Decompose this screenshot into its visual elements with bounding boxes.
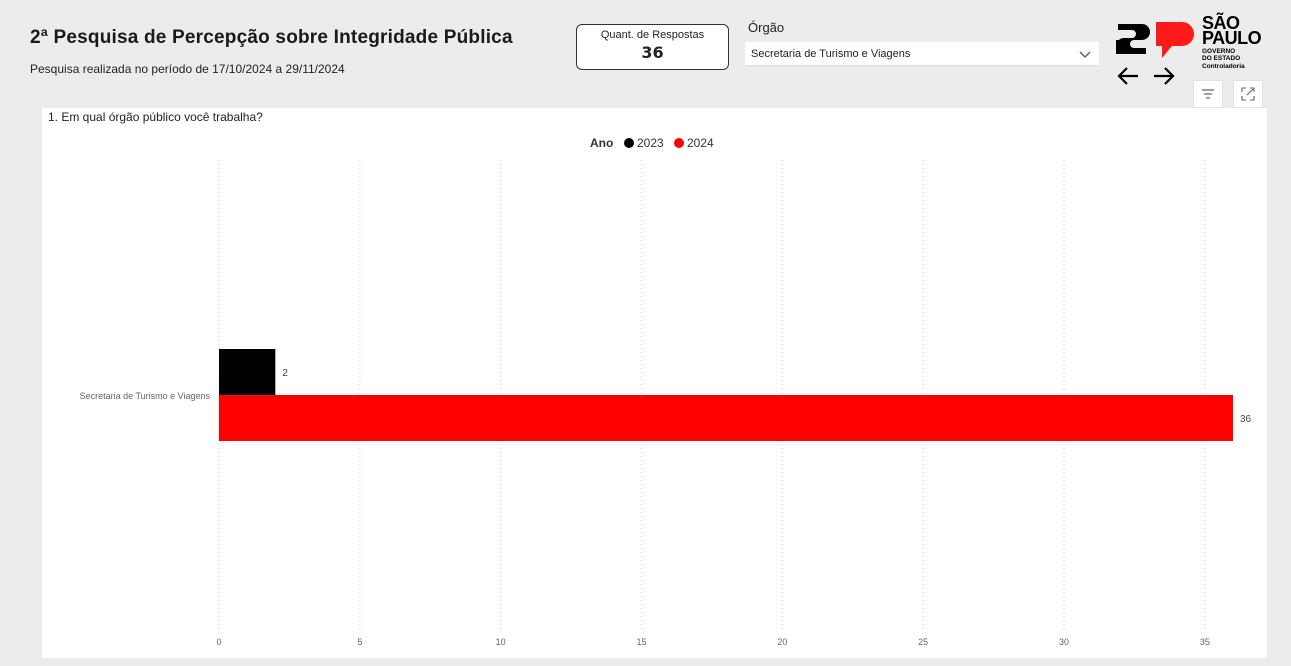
- filter-icon: [1202, 89, 1214, 99]
- sp-logo-icon: [1116, 22, 1194, 58]
- orgao-slicer-dropdown[interactable]: Secretaria de Turismo e Viagens: [745, 42, 1099, 66]
- orgao-slicer-value: Secretaria de Turismo e Viagens: [751, 47, 911, 60]
- orgao-slicer-label: Órgão: [748, 20, 785, 35]
- responses-count-card: Quant. de Respostas 36: [576, 24, 729, 70]
- chart-visual-container: [42, 108, 1267, 658]
- responses-count-value: 36: [641, 43, 664, 62]
- page-title: 2ª Pesquisa de Percepção sobre Integrida…: [30, 27, 513, 48]
- expand-icon: [1241, 87, 1255, 101]
- sp-logo-text: SÃO PAULO GOVERNO DO ESTADO Controladori…: [1202, 13, 1278, 70]
- chart-title: 1. Em qual órgão público você trabalha?: [48, 110, 263, 124]
- responses-count-label: Quant. de Respostas: [600, 29, 705, 41]
- logo-line-paulo: PAULO: [1202, 28, 1262, 48]
- forward-arrow-icon[interactable]: [1150, 62, 1178, 90]
- filter-button[interactable]: [1193, 80, 1223, 108]
- focus-mode-button[interactable]: [1233, 80, 1263, 108]
- logo-line-controladoria: Controladoria: [1202, 63, 1245, 70]
- page-subtitle: Pesquisa realizada no período de 17/10/2…: [30, 62, 345, 76]
- chevron-down-icon: [1079, 51, 1091, 58]
- back-arrow-icon[interactable]: [1114, 62, 1142, 90]
- logo-line-sao: SÃO: [1202, 13, 1240, 33]
- logo-line-governo: GOVERNO: [1202, 48, 1236, 55]
- logo-line-estado: DO ESTADO: [1202, 55, 1241, 62]
